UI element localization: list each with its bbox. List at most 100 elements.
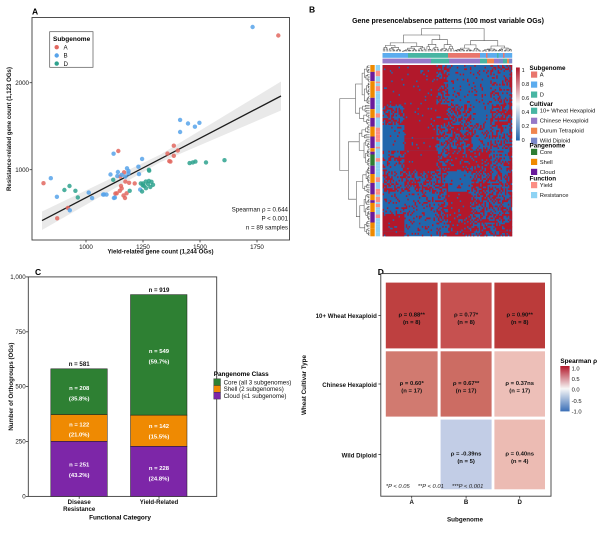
svg-text:Pangenome Class: Pangenome Class [214, 371, 269, 378]
svg-text:Shell: Shell [540, 160, 553, 166]
svg-text:-0.5: -0.5 [572, 399, 582, 405]
svg-text:Spearman ρ = 0.644: Spearman ρ = 0.644 [232, 207, 289, 214]
svg-text:Function: Function [530, 176, 557, 183]
svg-text:0.5: 0.5 [572, 377, 580, 383]
svg-text:Core (all 3 subgenomes): Core (all 3 subgenomes) [224, 379, 292, 386]
svg-text:Subgenome: Subgenome [53, 36, 91, 43]
svg-text:(n = 8): (n = 8) [403, 320, 421, 326]
svg-text:(n = 17): (n = 17) [401, 389, 422, 395]
svg-text:Resistance-related gene count: Resistance-related gene count (1,123 OGs… [6, 67, 13, 191]
svg-text:D: D [540, 93, 544, 99]
svg-text:1000: 1000 [79, 244, 93, 251]
svg-text:1500: 1500 [193, 244, 207, 251]
svg-text:D: D [378, 267, 384, 277]
svg-text:Spearman ρ: Spearman ρ [560, 358, 597, 365]
svg-text:0.4: 0.4 [522, 110, 530, 116]
svg-text:A: A [32, 7, 38, 17]
svg-text:Pangenome: Pangenome [530, 142, 566, 149]
svg-text:Core: Core [540, 150, 553, 156]
svg-text:n = 208: n = 208 [69, 386, 90, 392]
svg-text:250: 250 [15, 439, 26, 446]
svg-text:ρ = 0.67**: ρ = 0.67** [453, 381, 480, 387]
svg-text:n = 122: n = 122 [69, 422, 90, 428]
svg-text:(n = 8): (n = 8) [511, 320, 529, 326]
svg-text:1.0: 1.0 [572, 366, 580, 372]
svg-text:Gene presence/absence patterns: Gene presence/absence patterns (100 most… [352, 18, 544, 25]
svg-text:ρ = 0.60*: ρ = 0.60* [400, 381, 425, 387]
svg-text:(35.8%): (35.8%) [69, 396, 90, 402]
svg-text:B: B [464, 499, 469, 506]
svg-text:Cultivar: Cultivar [530, 101, 554, 108]
svg-text:Shell (2 subgenomes): Shell (2 subgenomes) [224, 386, 284, 393]
svg-text:ρ = 0.88**: ρ = 0.88** [398, 313, 425, 319]
svg-text:D: D [64, 61, 69, 68]
svg-text:Cloud (≤1 subgenome): Cloud (≤1 subgenome) [224, 393, 287, 400]
svg-text:Yield: Yield [540, 183, 553, 189]
svg-text:B: B [64, 53, 68, 60]
svg-text:ρ = -0.39ns: ρ = -0.39ns [451, 452, 482, 458]
svg-text:(n = 4): (n = 4) [511, 459, 529, 465]
svg-text:1000: 1000 [15, 167, 29, 174]
svg-text:n = 228: n = 228 [149, 466, 170, 472]
svg-text:n = 581: n = 581 [69, 361, 90, 368]
svg-text:(n = 17): (n = 17) [456, 389, 477, 395]
svg-text:0: 0 [22, 494, 26, 501]
svg-text:n = 251: n = 251 [69, 463, 90, 469]
svg-text:ρ = 0.90**: ρ = 0.90** [506, 313, 533, 319]
svg-text:Wild Diploid: Wild Diploid [342, 453, 377, 460]
svg-text:(n = 17): (n = 17) [509, 389, 530, 395]
svg-text:750: 750 [15, 329, 26, 336]
svg-text:B: B [540, 83, 544, 89]
svg-text:Resistance: Resistance [540, 193, 569, 199]
svg-text:Chinese Hexaploid: Chinese Hexaploid [540, 119, 589, 125]
svg-text:1,000: 1,000 [10, 274, 26, 281]
svg-text:-1.0: -1.0 [572, 409, 582, 415]
svg-text:Subgenome: Subgenome [530, 65, 567, 72]
svg-text:Wheat Cultivar Type: Wheat Cultivar Type [301, 354, 308, 415]
svg-text:Wild Diploid: Wild Diploid [540, 139, 571, 145]
svg-text:0.8: 0.8 [522, 82, 530, 88]
svg-text:ρ = 0.37ns: ρ = 0.37ns [505, 381, 534, 387]
svg-text:A: A [64, 44, 69, 51]
svg-text:(24.8%): (24.8%) [149, 476, 170, 482]
svg-text:2000: 2000 [15, 80, 29, 87]
svg-text:B: B [309, 5, 315, 15]
svg-text:Durum Tetraploid: Durum Tetraploid [540, 129, 584, 135]
svg-text:ρ = 0.40ns: ρ = 0.40ns [505, 452, 534, 458]
svg-text:Yield-Related: Yield-Related [140, 499, 179, 506]
svg-text:*P < 0.05 **P < 0.01 *: *P < 0.05 **P < 0.01 ***P < 0.001 [386, 484, 484, 490]
svg-text:(15.5%): (15.5%) [149, 434, 170, 440]
svg-text:500: 500 [15, 384, 26, 391]
svg-text:0: 0 [522, 138, 525, 144]
svg-text:A: A [540, 73, 544, 79]
svg-text:n = 89 samples: n = 89 samples [246, 225, 288, 232]
svg-text:0.0: 0.0 [572, 388, 580, 394]
svg-text:n = 142: n = 142 [149, 424, 170, 430]
svg-text:(n = 8): (n = 8) [457, 320, 475, 326]
svg-text:10+ Wheat Hexaploid: 10+ Wheat Hexaploid [540, 109, 596, 115]
svg-text:D: D [517, 499, 522, 506]
svg-text:10+ Wheat Hexaploid: 10+ Wheat Hexaploid [316, 313, 377, 320]
svg-text:A: A [409, 499, 414, 506]
svg-text:Number of Orthogroups (OGs): Number of Orthogroups (OGs) [8, 343, 15, 431]
svg-text:(21.0%): (21.0%) [69, 433, 90, 439]
svg-text:n = 919: n = 919 [149, 287, 170, 294]
svg-text:C: C [35, 267, 41, 277]
svg-text:Subgenome: Subgenome [447, 517, 484, 524]
svg-text:0.6: 0.6 [522, 96, 530, 102]
svg-text:Resistance: Resistance [63, 506, 96, 513]
svg-text:ρ = 0.77*: ρ = 0.77* [454, 313, 479, 319]
svg-text:n = 549: n = 549 [149, 349, 170, 355]
svg-text:(59.7%): (59.7%) [149, 359, 170, 365]
svg-text:Disease: Disease [68, 499, 92, 506]
svg-text:1750: 1750 [250, 244, 264, 251]
svg-text:Yield-related gene count (1,24: Yield-related gene count (1,244 OGs) [107, 249, 213, 256]
svg-text:1: 1 [522, 68, 525, 74]
svg-text:Cloud: Cloud [540, 170, 555, 176]
svg-text:Chinese Hexaploid: Chinese Hexaploid [322, 382, 377, 389]
svg-text:(n = 5): (n = 5) [457, 459, 475, 465]
svg-text:P < 0.001: P < 0.001 [261, 216, 288, 223]
svg-text:0.2: 0.2 [522, 124, 530, 130]
svg-text:Functional Category: Functional Category [89, 514, 151, 521]
svg-text:1250: 1250 [136, 244, 150, 251]
